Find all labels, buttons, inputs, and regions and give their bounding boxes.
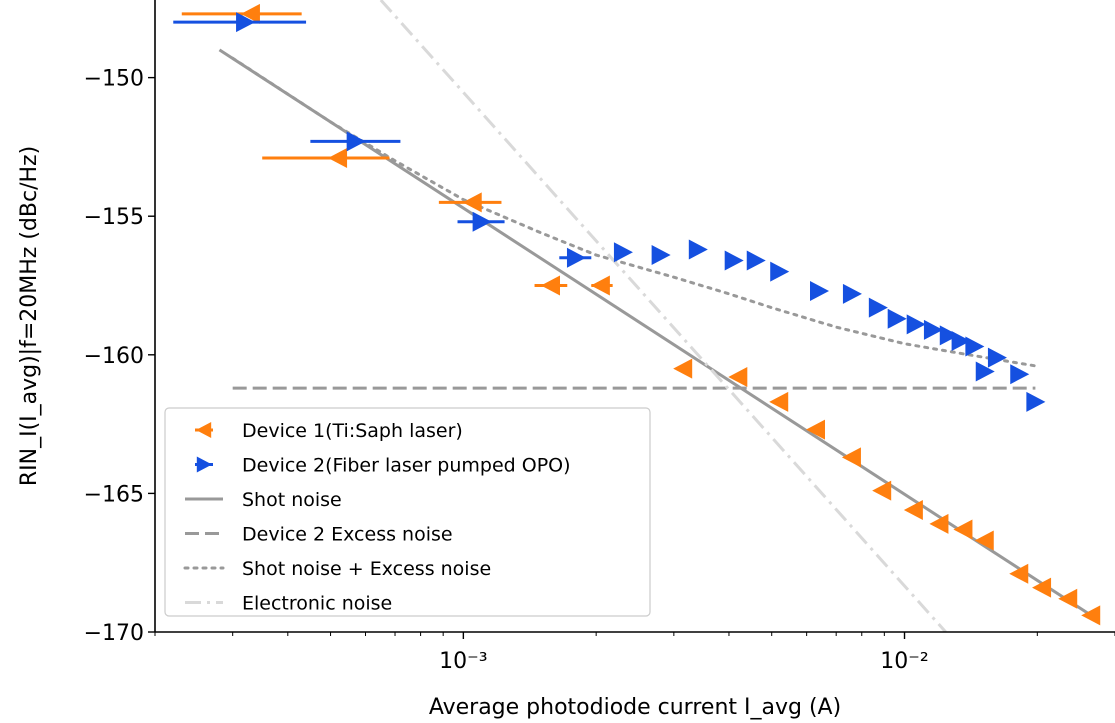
legend-marker <box>196 456 212 473</box>
data-point <box>887 308 907 329</box>
device-2-fiber-laser-pumped-opo-series <box>173 12 1046 412</box>
data-point <box>810 281 830 302</box>
data-point <box>906 314 926 335</box>
axes: −150 −155 −160 −165 −170 10⁻³ 10⁻² Average phot… <box>17 0 1115 720</box>
data-point <box>1010 364 1030 385</box>
legend-item-device-2-fiber-laser-pumped-opo: Device 2(Fiber laser pumped OPO) <box>195 455 571 477</box>
data-point <box>951 330 971 351</box>
data-point <box>923 319 943 340</box>
data-point <box>1032 577 1052 598</box>
legend-item-shot-noise-excess-noise: Shot noise + Excess noise <box>183 558 491 580</box>
data-point <box>974 530 994 551</box>
data-point <box>872 480 892 501</box>
legend-item-shot-noise: Shot noise <box>185 489 342 511</box>
data-point <box>540 275 560 296</box>
legend-marker <box>196 422 212 438</box>
data-point <box>673 358 693 379</box>
data-point <box>1026 391 1046 412</box>
legend-item-device-2-excess-noise: Device 2 Excess noise <box>185 524 453 546</box>
data-point <box>965 336 985 357</box>
data-point <box>590 275 610 296</box>
legend-label: Shot noise + Excess noise <box>242 558 491 580</box>
data-point <box>746 250 766 271</box>
legend-item-electronic-noise: Electronic noise <box>185 593 392 615</box>
data-point <box>975 361 995 382</box>
plot-area <box>173 0 1101 632</box>
electronic-noise-line <box>379 0 947 632</box>
data-point <box>328 148 348 168</box>
legend-label: Device 1(Ti:Saph laser) <box>242 420 463 442</box>
legend-box <box>164 407 651 617</box>
data-point <box>728 366 748 387</box>
data-point <box>566 247 586 268</box>
data-point <box>651 245 671 266</box>
y-tick-label: −165 <box>84 482 144 507</box>
y-tick-label: −155 <box>84 205 144 230</box>
data-point <box>929 513 949 534</box>
legend-label: Device 2(Fiber laser pumped OPO) <box>242 455 571 477</box>
y-tick-label: −170 <box>84 621 144 646</box>
data-point <box>841 447 861 468</box>
shot-noise-excess-noise-line <box>231 56 1037 368</box>
y-tick-label: −150 <box>84 67 144 92</box>
x-tick-label: 10⁻² <box>880 649 928 674</box>
data-point <box>939 325 959 346</box>
data-point <box>240 3 260 24</box>
x-axis-label: Average photodiode current I_avg (A) <box>429 695 841 720</box>
data-point <box>688 239 708 260</box>
data-point <box>724 250 744 271</box>
legend-label: Shot noise <box>242 489 342 511</box>
data-point <box>842 283 862 304</box>
legend: Device 1(Ti:Saph laser) Device 2(Fiber la… <box>164 407 651 617</box>
y-tick-label: −160 <box>84 344 144 369</box>
data-point <box>472 211 492 232</box>
data-point <box>236 12 256 33</box>
y-axis-label: RIN_I(I_avg)|f=20MHz (dBc/Hz) <box>17 146 42 486</box>
data-point <box>903 500 923 521</box>
legend-label: Electronic noise <box>242 593 392 615</box>
data-point <box>987 347 1007 368</box>
data-point <box>769 391 789 412</box>
x-tick-label: 10⁻³ <box>439 649 487 674</box>
legend-label: Device 2 Excess noise <box>242 524 453 546</box>
data-point <box>462 192 482 213</box>
data-point <box>953 519 973 540</box>
data-point <box>613 242 633 263</box>
data-point <box>1058 588 1078 609</box>
data-point <box>1009 563 1029 584</box>
data-point <box>868 297 888 318</box>
device-1-ti-saph-laser-series <box>181 3 1101 626</box>
data-point <box>770 261 790 282</box>
data-point <box>346 131 366 152</box>
legend-item-device-1-ti-saph-laser: Device 1(Ti:Saph laser) <box>195 420 463 442</box>
data-point <box>805 419 825 440</box>
data-point <box>1081 605 1101 626</box>
